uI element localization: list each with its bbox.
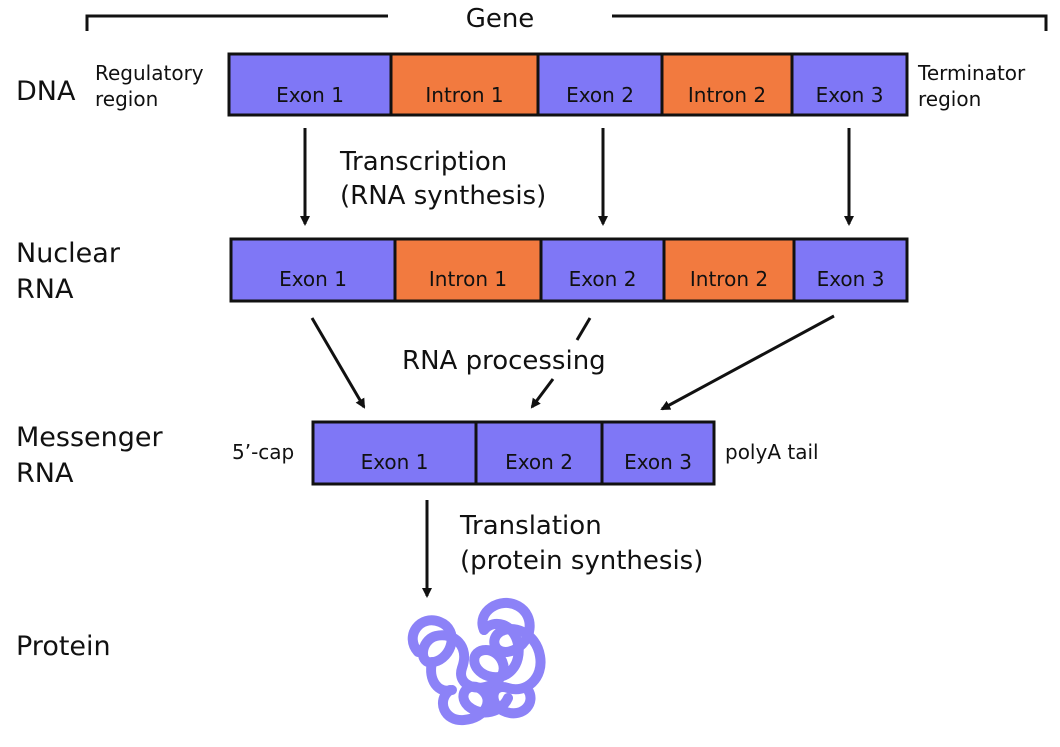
dna-exon-2-label: Exon 2 xyxy=(566,83,634,107)
nuclear-rna-intron-2-label: Intron 2 xyxy=(690,267,768,291)
mrna-exon-1-label: Exon 1 xyxy=(361,450,429,474)
mrna-exon-2-segment xyxy=(474,420,604,486)
nuclear-rna-exon-3-segment xyxy=(792,237,909,303)
five-prime-cap-label: 5’-cap xyxy=(232,440,294,464)
nuclear-rna-exon-1-segment xyxy=(229,237,397,303)
dna-strand: Exon 1 Intron 1 Exon 2 Intron 2 Exon 3 xyxy=(227,52,909,117)
dna-intron-2-label: Intron 2 xyxy=(688,83,766,107)
processing-arrow-exon-1 xyxy=(310,317,366,409)
protein-structure-icon xyxy=(407,597,546,726)
messenger-rna-label-line1: Messenger xyxy=(16,422,164,453)
nuclear-rna-exon-1-label: Exon 1 xyxy=(279,267,347,291)
gene-title: Gene xyxy=(466,4,535,34)
messenger-rna-strand: Exon 1 Exon 2 Exon 3 xyxy=(311,420,716,486)
dna-exon-1-segment xyxy=(227,52,393,117)
processing-arrows xyxy=(310,314,835,411)
rna-processing-label: RNA processing xyxy=(402,346,606,376)
gene-bracket xyxy=(85,14,1048,31)
translation-label-line2: (protein synthesis) xyxy=(460,546,703,576)
transcription-label-line2: (RNA synthesis) xyxy=(340,181,546,211)
dna-exon-2-segment xyxy=(536,52,664,117)
nuclear-rna-exon-3-label: Exon 3 xyxy=(817,267,885,291)
terminator-region-label-line1: Terminator xyxy=(917,61,1026,85)
protein-chain-4 xyxy=(426,657,457,696)
nuclear-rna-label-line1: Nuclear xyxy=(16,238,121,269)
polya-tail-label: polyA tail xyxy=(725,440,819,464)
terminator-region-label-line2: region xyxy=(918,87,981,111)
dna-label: DNA xyxy=(16,76,76,107)
nuclear-rna-strand: Exon 1 Intron 1 Exon 2 Intron 2 Exon 3 xyxy=(229,237,909,303)
processing-arrow-exon-3 xyxy=(660,314,835,411)
regulatory-region-label-line1: Regulatory xyxy=(95,61,204,85)
transcription-label-line1: Transcription xyxy=(339,147,507,177)
processing-arrow-exon-2-bottom xyxy=(530,378,555,409)
dna-intron-1-segment xyxy=(389,52,540,117)
nuclear-rna-exon-2-label: Exon 2 xyxy=(569,267,637,291)
nuclear-rna-intron-1-label: Intron 1 xyxy=(429,267,507,291)
processing-arrow-exon-2-top xyxy=(575,317,592,341)
nuclear-rna-label-line2: RNA xyxy=(16,274,74,305)
dna-exon-3-label: Exon 3 xyxy=(816,83,884,107)
messenger-rna-label-line2: RNA xyxy=(16,458,74,489)
dna-exon-1-label: Exon 1 xyxy=(276,83,344,107)
mrna-exon-3-segment xyxy=(600,420,716,486)
mrna-exon-1-segment xyxy=(311,420,478,486)
protein-label: Protein xyxy=(16,631,111,662)
dna-intron-2-segment xyxy=(660,52,794,117)
nuclear-rna-intron-2-segment xyxy=(662,237,796,303)
translation-label-line1: Translation xyxy=(459,511,602,541)
regulatory-region-label-line2: region xyxy=(95,87,158,111)
mrna-exon-3-label: Exon 3 xyxy=(624,450,692,474)
protein-chain-3 xyxy=(438,681,513,726)
dna-exon-3-segment xyxy=(790,52,909,117)
dna-intron-1-label: Intron 1 xyxy=(425,83,503,107)
transcription-arrows xyxy=(300,128,854,226)
mrna-exon-2-label: Exon 2 xyxy=(505,450,573,474)
